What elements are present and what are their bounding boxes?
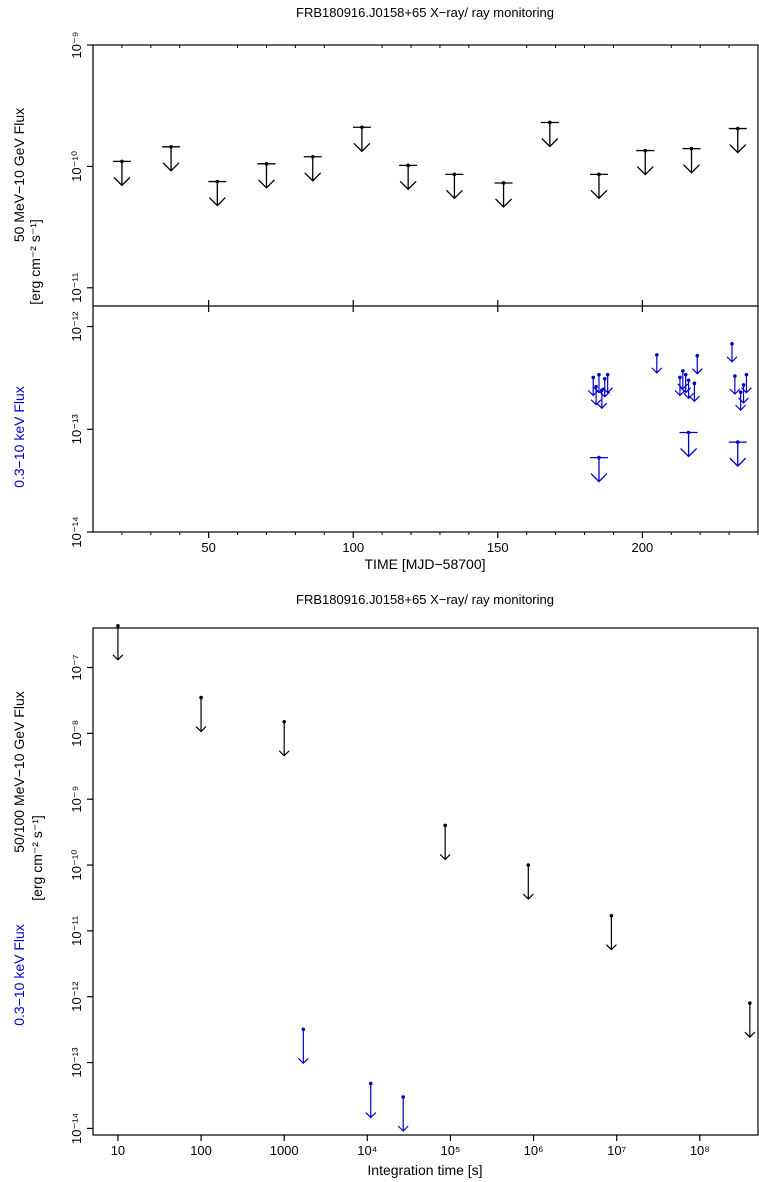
top-xray-upper-limit [589, 455, 608, 483]
top-gamma-y-label: 50 MeV−10 GeV Flux [11, 108, 27, 242]
top-gamma-upper-limit [494, 181, 513, 208]
bottom-x-tick-label: 10⁴ [357, 1143, 377, 1158]
bottom-xray-upper-limit [297, 1027, 309, 1065]
top-xray-y-tick-label: 10⁻¹⁴ [69, 516, 84, 547]
top-xray-upper-limit [599, 376, 611, 398]
top-xray-upper-limit [738, 383, 749, 404]
top-gamma-upper-limit [257, 162, 276, 189]
top-xray-upper-limit [729, 374, 741, 395]
top-xray-upper-limit [735, 390, 747, 411]
top-xray-upper-limit [680, 372, 692, 394]
bottom-xray-y-label: 0.3−10 keV Flux [11, 924, 27, 1026]
top-x-axis: 50 100 150 200 [121, 45, 759, 555]
top-x-tick-label: 50 [201, 540, 215, 555]
top-gamma-series [112, 120, 747, 208]
bottom-plot-frame [92, 627, 759, 1136]
bottom-gamma-upper-limit [112, 623, 124, 661]
bottom-x-tick-label: 1000 [270, 1143, 299, 1158]
top-gamma-upper-limit [112, 159, 131, 187]
top-gamma-upper-limit [636, 148, 655, 176]
bottom-x-axis: 10 100 1000 10⁴ 10⁵ 10⁶ 10⁷ 10⁸ [111, 1135, 710, 1158]
bottom-gamma-series [112, 623, 756, 1038]
bottom-x-tick-label: 10⁷ [607, 1143, 626, 1158]
top-xray-upper-limit [651, 353, 663, 374]
top-gamma-y-tick-label: 10⁻¹⁰ [69, 151, 84, 182]
top-xray-y-axis: 10⁻¹⁴ 10⁻¹³ 10⁻¹² [69, 311, 93, 548]
top-xray-series [587, 341, 752, 483]
bottom-y-tick-label: 10⁻¹² [69, 981, 84, 1012]
bottom-y-tick-label: 10⁻⁹ [69, 786, 84, 813]
top-xray-upper-limit [691, 353, 703, 375]
bottom-y-tick-label: 10⁻¹⁰ [69, 850, 84, 881]
bottom-panel: FRB180916.J0158+65 X−ray/ ray monitoring… [11, 592, 759, 1178]
bottom-y-tick-label: 10⁻¹⁴ [69, 1113, 84, 1144]
top-gamma-y-tick-label: 10⁻⁹ [69, 32, 84, 59]
top-gamma-upper-limit [728, 126, 747, 154]
top-xray-upper-limit [679, 430, 698, 458]
top-gamma-y-axis: 10⁻¹¹ 10⁻¹⁰ 10⁻⁹ [69, 32, 93, 303]
bottom-x-tick-label: 10⁵ [441, 1143, 461, 1158]
bottom-y-axis: 10⁻¹⁴ 10⁻¹³ 10⁻¹² 10⁻¹¹ 10⁻¹⁰ 10⁻⁹ 10⁻⁸ 10⁻⁷ [69, 654, 93, 1144]
bottom-x-tick-label: 10⁸ [690, 1143, 710, 1158]
top-gamma-upper-limit [445, 172, 464, 200]
bottom-y-tick-label: 10⁻¹³ [69, 1047, 84, 1078]
top-x-tick-label: 200 [631, 540, 653, 555]
bottom-x-tick-label: 10⁶ [524, 1143, 544, 1158]
bottom-units-label: [erg cm⁻² s⁻¹] [29, 815, 45, 901]
top-units-label: [erg cm⁻² s⁻¹] [27, 219, 43, 305]
top-gamma-upper-limit [303, 154, 322, 182]
top-xray-upper-limit [728, 440, 747, 468]
top-xray-upper-limit [741, 372, 752, 394]
bottom-xray-upper-limit [365, 1081, 377, 1119]
bottom-title: FRB180916.J0158+65 X−ray/ ray monitoring [296, 592, 554, 607]
top-gamma-upper-limit [589, 172, 608, 200]
top-xray-upper-limit [688, 381, 700, 403]
bottom-gamma-upper-limit [439, 823, 451, 861]
bottom-y-tick-label: 10⁻¹¹ [69, 915, 84, 946]
bottom-x-tick-label: 10 [111, 1143, 125, 1158]
top-xray-y-tick-label: 10⁻¹² [69, 311, 84, 342]
top-title: FRB180916.J0158+65 X−ray/ ray monitoring [296, 5, 554, 20]
top-xray-upper-limit [683, 378, 695, 400]
top-xray-y-label: 0.3−10 keV Flux [11, 386, 27, 488]
top-gamma-y-tick-label: 10⁻¹¹ [69, 272, 84, 303]
top-xray-y-tick-label: 10⁻¹³ [69, 414, 84, 445]
top-gamma-upper-limit [208, 179, 227, 207]
top-gamma-upper-limit [162, 145, 181, 172]
bottom-gamma-upper-limit [522, 863, 534, 900]
top-gamma-upper-limit [352, 125, 371, 153]
top-xray-upper-limit [726, 341, 738, 363]
bottom-gamma-y-label: 50/100 MeV−10 GeV Flux [11, 691, 27, 853]
bottom-gamma-upper-limit [605, 913, 617, 951]
bottom-y-tick-label: 10⁻⁷ [69, 654, 84, 680]
bottom-gamma-upper-limit [195, 695, 207, 733]
top-plot-frame [92, 44, 759, 533]
top-panel: FRB180916.J0158+65 X−ray/ ray monitoring… [11, 5, 759, 572]
top-gamma-upper-limit [682, 146, 701, 174]
top-x-label: TIME [MJD−58700] [365, 556, 486, 572]
bottom-y-tick-label: 10⁻⁸ [69, 720, 84, 747]
top-xray-upper-limit [602, 372, 614, 394]
bottom-gamma-upper-limit [278, 719, 290, 757]
bottom-x-tick-label: 100 [190, 1143, 212, 1158]
top-gamma-upper-limit [540, 120, 559, 148]
bottom-x-label: Integration time [s] [367, 1162, 482, 1178]
top-gamma-upper-limit [399, 163, 418, 191]
bottom-gamma-upper-limit [744, 1001, 756, 1038]
bottom-xray-upper-limit [397, 1095, 409, 1132]
top-x-tick-label: 100 [342, 540, 364, 555]
top-x-tick-label: 150 [487, 540, 509, 555]
bottom-xray-series [297, 1027, 409, 1132]
